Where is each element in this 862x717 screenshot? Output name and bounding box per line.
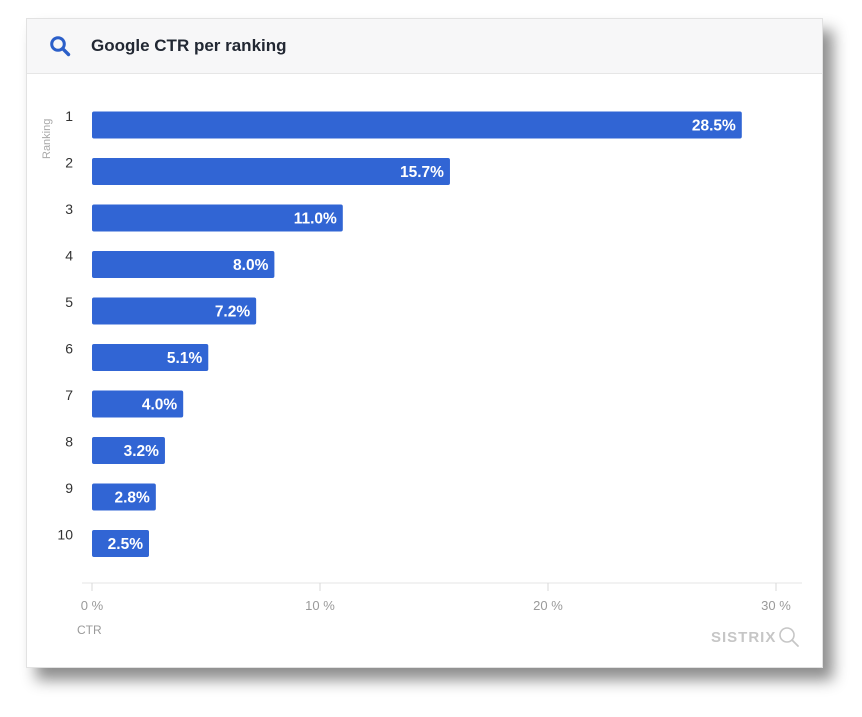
bars [92,111,742,557]
category-label: 7 [65,387,73,403]
search-icon [50,36,71,57]
watermark-text: SISTRIX [711,628,777,646]
category-label: 1 [65,108,73,124]
data-label: 2.8% [114,490,150,507]
bar [92,483,156,511]
data-label: 8.0% [233,257,269,274]
category-label: 4 [65,248,73,264]
category-label: 2 [65,155,73,171]
bar [92,111,742,139]
category-label: 8 [65,434,73,450]
x-tick-label: 30 % [761,598,791,613]
data-label: 11.0% [294,211,337,228]
category-label: 5 [65,294,73,310]
category-label: 10 [57,527,73,543]
bar [92,344,209,371]
category-label: 9 [65,480,73,496]
bar [92,158,450,185]
sistrix-watermark: SISTRIX [711,626,800,648]
labels: 0 % 10 % 20 % 30 % CTR Ranking 1 28.5% 2 15.7% 3 11… [41,108,791,637]
chart-card: Google CTR per ranking 0 % 10 % 20 % 30 % CT… [26,18,823,668]
chart-header: Google CTR per ranking [27,19,822,74]
bar [92,530,149,557]
bar [92,297,257,325]
data-label: 28.5% [692,118,736,135]
category-label: 3 [65,201,73,217]
y-axis-label: Ranking [41,119,53,159]
bar-chart: 0 % 10 % 20 % 30 % CTR Ranking 1 28.5% 2 15.7% 3 11… [41,108,802,637]
bar [92,204,343,232]
bar [92,251,275,278]
bar [92,390,184,418]
chart-title: Google CTR per ranking [91,36,287,55]
x-axis-label: CTR [77,623,102,637]
data-label: 7.2% [215,304,251,321]
data-label: 15.7% [400,164,444,181]
x-tick-label: 20 % [533,598,563,613]
data-label: 3.2% [124,443,160,460]
data-label: 4.0% [142,397,178,414]
magnifier-icon [779,627,800,647]
bar [92,437,165,464]
grid-lines [82,582,802,591]
category-label: 6 [65,341,73,357]
data-label: 2.5% [108,536,144,553]
x-tick-label: 0 % [81,598,104,613]
x-tick-label: 10 % [305,598,335,613]
data-label: 5.1% [167,350,203,367]
